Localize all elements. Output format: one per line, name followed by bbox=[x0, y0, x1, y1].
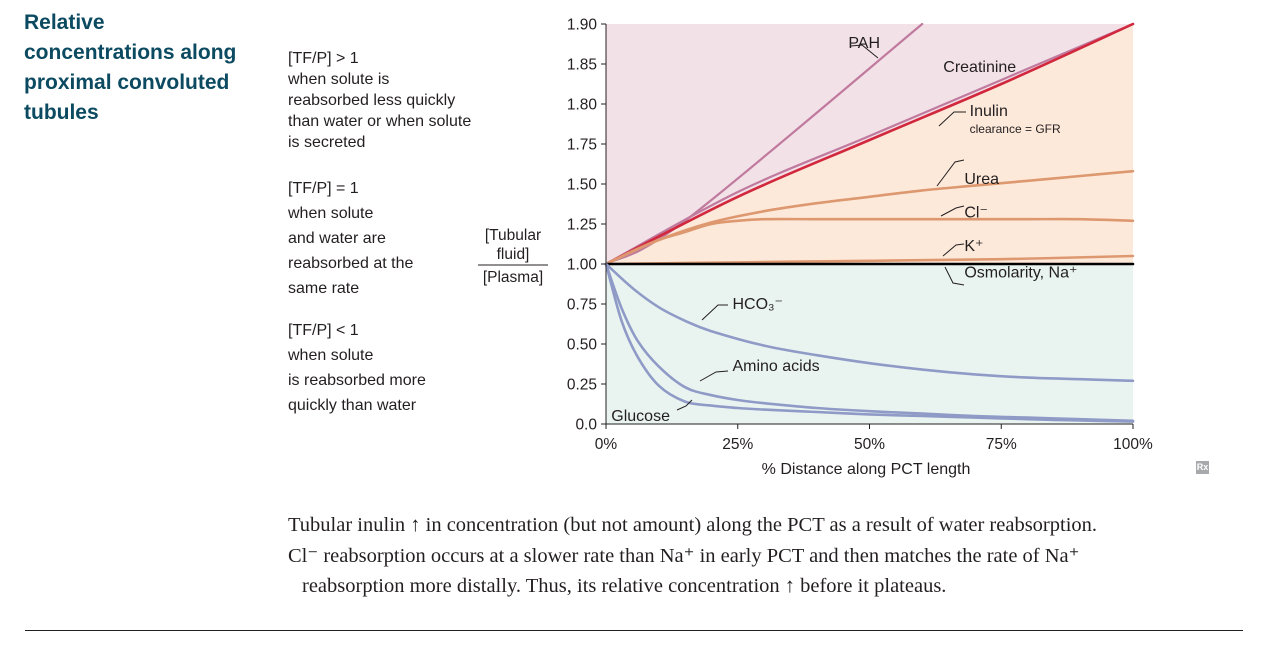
series-label: K⁺ bbox=[964, 238, 983, 255]
y-axis-label-numerator-line: [Tubular bbox=[485, 227, 541, 244]
y-tick-label: 1.90 bbox=[567, 17, 598, 34]
caption-line: Cl⁻ reabsorption occurs at a slower rate… bbox=[288, 544, 1080, 567]
y-tick-label: 1.00 bbox=[567, 257, 598, 274]
annotation-equal-one: [TF/P] = 1 when solute and water are rea… bbox=[288, 176, 508, 301]
y-tick-label: 1.50 bbox=[567, 177, 598, 194]
caption-line: reabsorption more distally. Thus, its re… bbox=[302, 575, 947, 597]
series-line-creatinine bbox=[604, 22, 1135, 266]
chart-axes: 0.0 0.25 0.50 0.75 1.00 1.25 1.50 1.75 1.80 1.85 1… bbox=[567, 17, 1153, 454]
annotation-greater-than-one: [TF/P] > 1 when solute is reabsorbed les… bbox=[288, 48, 508, 153]
label-leader-line bbox=[701, 304, 728, 321]
annotation-line: and water are bbox=[288, 230, 386, 247]
series-line-cl bbox=[604, 217, 1135, 266]
series-label: Inulin bbox=[970, 103, 1008, 120]
tf-p-chart: 0.0 0.25 0.50 0.75 1.00 1.25 1.50 1.75 1.80 1.85 1… bbox=[478, 17, 1153, 478]
y-axis-label-numerator-line: fluid] bbox=[497, 246, 530, 263]
annotation-line: when solute is bbox=[288, 71, 390, 88]
label-leader-line bbox=[699, 370, 729, 382]
y-tick-label: 0.50 bbox=[567, 337, 598, 354]
x-axis-label: % Distance along PCT length bbox=[762, 461, 971, 478]
rx-icon: Rx bbox=[1196, 461, 1209, 474]
annotation-line: [TF/P] = 1 bbox=[288, 180, 359, 197]
lower-region bbox=[606, 264, 1133, 424]
page-heading: Relative concentrations along proximal c… bbox=[24, 8, 264, 128]
series-line-amino-acids bbox=[604, 262, 1135, 423]
annotation-line: when solute bbox=[288, 205, 374, 222]
annotation-line: reabsorbed less quickly bbox=[288, 92, 456, 109]
x-tick-label: 25% bbox=[722, 436, 753, 453]
heading-line: Relative bbox=[24, 11, 105, 34]
chart-series bbox=[604, 22, 1135, 423]
y-tick-label: 1.75 bbox=[567, 137, 597, 154]
heading-line: proximal convoluted bbox=[24, 71, 230, 94]
series-label: Osmolarity, Na⁺ bbox=[964, 265, 1077, 282]
series-sublabel: clearance = GFR bbox=[970, 122, 1061, 136]
annotation-line: [TF/P] > 1 bbox=[288, 50, 359, 67]
heading-line: concentrations along bbox=[24, 41, 237, 64]
annotation-line: same rate bbox=[288, 280, 360, 297]
annotation-line: quickly than water bbox=[288, 397, 417, 414]
series-line-urea bbox=[604, 169, 1135, 266]
label-leader-line bbox=[850, 44, 879, 59]
series-label: Urea bbox=[964, 171, 999, 188]
x-tick-label: 50% bbox=[854, 436, 885, 453]
y-tick-label: 0.75 bbox=[567, 297, 597, 314]
y-tick-label: 1.80 bbox=[567, 97, 598, 114]
label-leader-line bbox=[940, 205, 965, 217]
series-label: Cl⁻ bbox=[964, 205, 988, 222]
x-tick-label: 0% bbox=[595, 436, 618, 453]
series-line-hco bbox=[604, 262, 1135, 383]
label-leader-line bbox=[676, 399, 693, 411]
middle-region bbox=[606, 24, 1133, 264]
annotation-line: [TF/P] < 1 bbox=[288, 322, 359, 339]
y-axis-label: [Tubular fluid] [Plasma] bbox=[478, 227, 548, 286]
label-leader-line bbox=[936, 159, 965, 187]
x-tick-label: 100% bbox=[1113, 436, 1153, 453]
y-tick-label: 1.25 bbox=[567, 217, 597, 234]
series-line-glucose bbox=[604, 262, 1135, 423]
annotation-line: reabsorbed at the bbox=[288, 255, 414, 272]
chart-series-labels: PAH Creatinine Inulin clearance = GFR Urea Cl… bbox=[611, 35, 1077, 425]
annotation-line: is reabsorbed more bbox=[288, 372, 426, 389]
series-label: Creatinine bbox=[943, 59, 1016, 76]
annotation-line: is secreted bbox=[288, 134, 366, 151]
y-axis-label-denominator: [Plasma] bbox=[483, 269, 543, 286]
label-leader-line bbox=[942, 243, 965, 257]
section-divider bbox=[25, 630, 1243, 631]
series-line-pah bbox=[604, 22, 924, 266]
label-leader-line bbox=[944, 266, 965, 286]
label-leader-line bbox=[938, 111, 966, 127]
y-tick-label: 0.0 bbox=[575, 417, 597, 434]
y-tick-label: 1.85 bbox=[567, 57, 597, 74]
series-label: Glucose bbox=[611, 408, 670, 425]
annotation-line: than water or when solute bbox=[288, 113, 472, 130]
series-label: PAH bbox=[848, 35, 880, 52]
heading-line: tubules bbox=[24, 101, 99, 124]
series-label: Amino acids bbox=[732, 358, 819, 375]
annotation-less-than-one: [TF/P] < 1 when solute is reabsorbed mor… bbox=[288, 318, 508, 418]
caption: Tubular inulin ↑ in concentration (but n… bbox=[288, 510, 1248, 602]
caption-line: Tubular inulin ↑ in concentration (but n… bbox=[288, 514, 1098, 536]
annotation-line: when solute bbox=[288, 347, 374, 364]
series-line-inulin bbox=[604, 22, 1135, 266]
x-tick-label: 75% bbox=[986, 436, 1017, 453]
y-tick-label: 0.25 bbox=[567, 377, 597, 394]
series-label: HCO₃⁻ bbox=[732, 296, 783, 313]
